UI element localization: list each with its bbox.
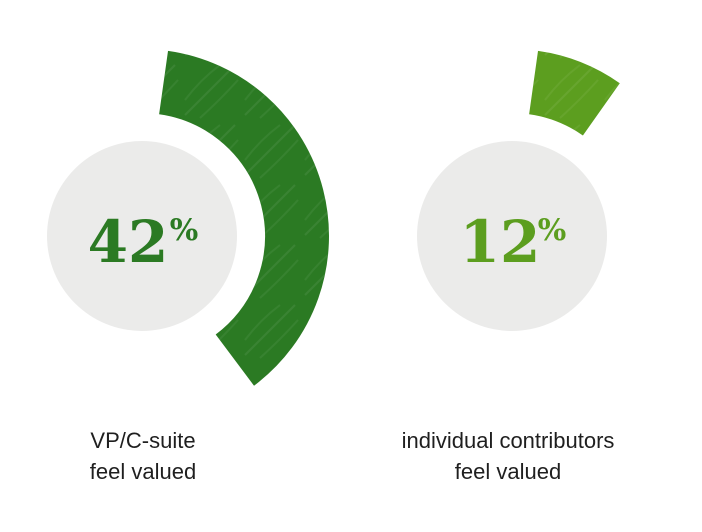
arc-vp-c-suite-texture xyxy=(158,50,329,386)
chart-vp-c-suite: 42 % xyxy=(47,50,329,386)
caption-individual-contributors: individual contributors feel valued xyxy=(358,425,658,487)
center-circle-ic xyxy=(417,141,607,331)
chart-individual-contributors: 12 % xyxy=(417,50,620,331)
value-text-ic: 12 xyxy=(460,208,541,276)
caption-line-2: feel valued xyxy=(454,459,562,484)
caption-vp-c-suite: VP/C-suite feel valued xyxy=(0,425,293,487)
center-circle-vp xyxy=(47,141,237,331)
unit-text-ic: % xyxy=(538,213,567,248)
caption-line-1: individual contributors xyxy=(401,428,615,453)
arc-individual-contributors-texture xyxy=(528,50,620,136)
caption-line-1: VP/C-suite xyxy=(90,428,196,453)
caption-line-2: feel valued xyxy=(89,459,197,484)
value-text-vp: 42 xyxy=(88,208,169,276)
unit-text-vp: % xyxy=(170,213,199,248)
